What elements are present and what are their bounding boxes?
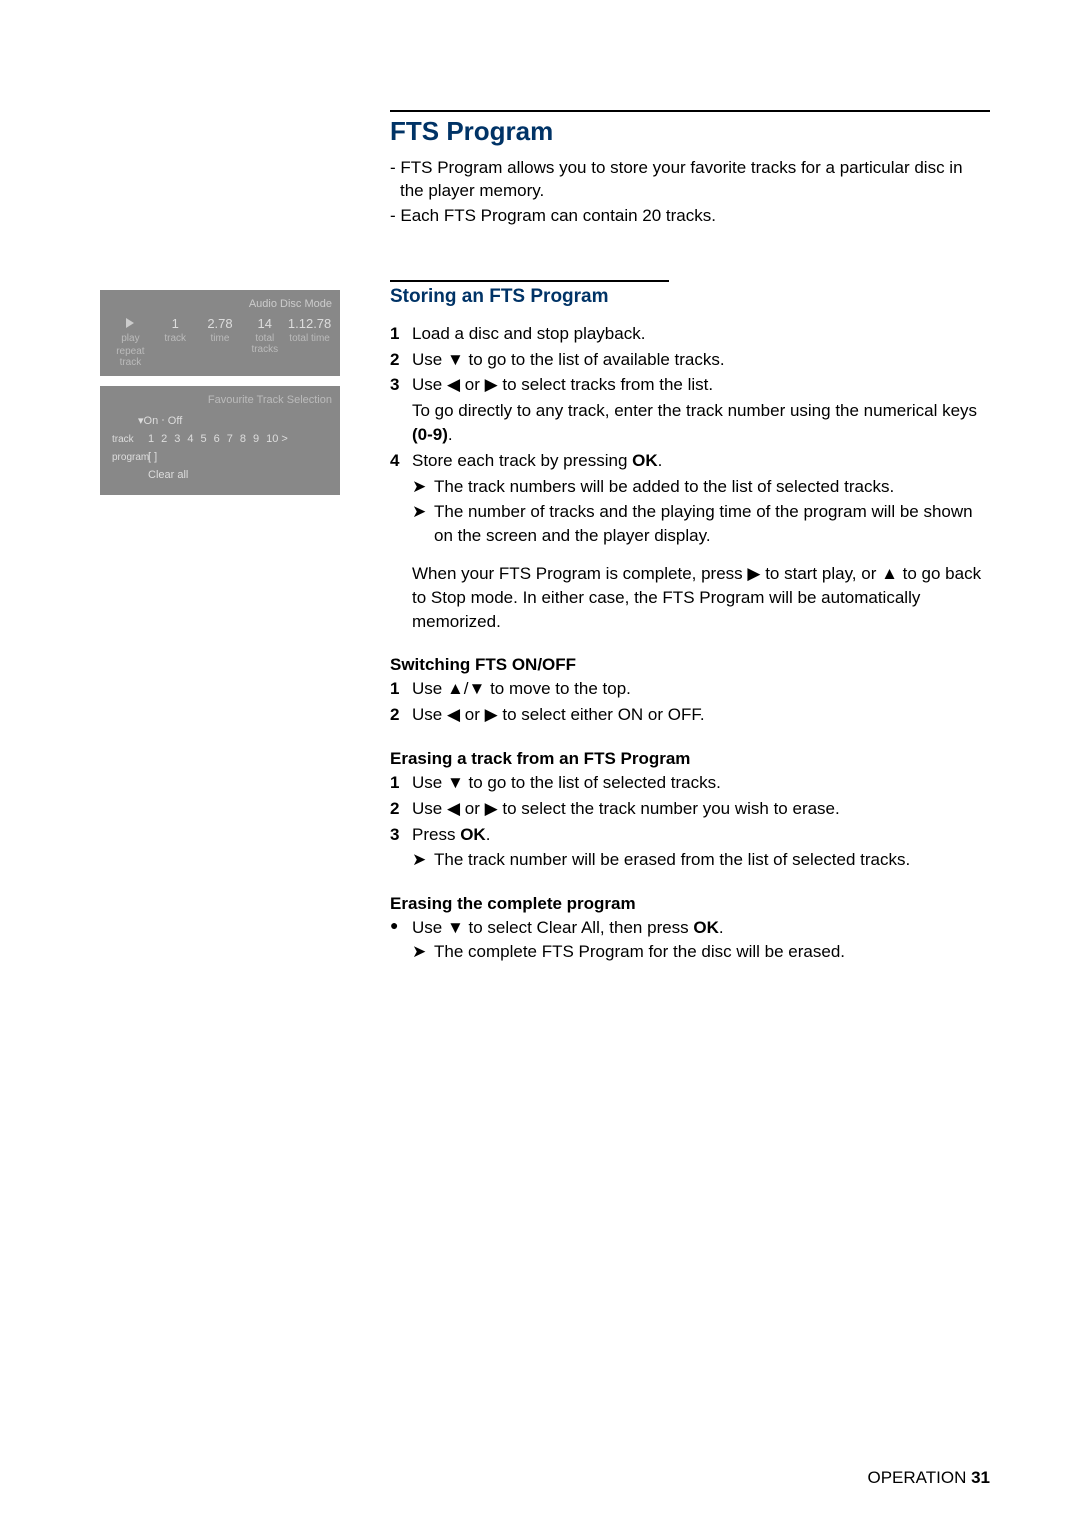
footer-label: OPERATION [867,1468,971,1487]
osd-cell: 1track [153,316,198,368]
intro-line: - FTS Program allows you to store your f… [390,157,990,203]
step-row: 1Load a disc and stop playback. [390,322,990,346]
storing-title: Storing an FTS Program [390,280,669,308]
page-footer: OPERATION 31 [867,1468,990,1488]
step-row: 2Use ◀ or ▶ to select either ON or OFF. [390,703,990,727]
osd-track-num: 6 [214,433,220,445]
result-line: ➤The track number will be erased from th… [390,848,990,872]
step-extra: To go directly to any track, enter the t… [390,399,990,447]
osd-top-title: Audio Disc Mode [108,298,332,310]
osd-bot-title: Favourite Track Selection [108,394,332,406]
osd-track-num: 4 [187,433,193,445]
switching-title: Switching FTS ON/OFF [390,655,990,675]
result-line: ➤The complete FTS Program for the disc w… [390,940,990,964]
storing-paragraph: When your FTS Program is complete, press… [390,562,990,633]
step-row: 1Use ▲/▼ to move to the top. [390,677,990,701]
erasing-all-title: Erasing the complete program [390,894,990,914]
osd-track-label: track [108,434,148,445]
osd-cell: 14total tracks [242,316,287,368]
osd-track-num: 10 > [266,433,288,445]
osd-track-num: 3 [174,433,180,445]
osd-track-num: 8 [240,433,246,445]
step-row: 2Use ◀ or ▶ to select the track number y… [390,797,990,821]
step-row: 2Use ▼ to go to the list of available tr… [390,348,990,372]
step-row: 3Use ◀ or ▶ to select tracks from the li… [390,373,990,397]
osd-toggle: ▾On ‧ Off [108,414,332,427]
osd-track-num: 5 [201,433,207,445]
osd-track-num: 9 [253,433,259,445]
osd-program-val: [ ] [148,451,157,463]
step-row: 1Use ▼ to go to the list of selected tra… [390,771,990,795]
section-title: FTS Program [390,110,990,147]
osd-figure: Audio Disc Mode playrepeat track1track2.… [100,290,340,495]
erasing-track-title: Erasing a track from an FTS Program [390,749,990,769]
step-row: 4Store each track by pressing OK. [390,449,990,473]
result-line: ➤The number of tracks and the playing ti… [390,500,990,548]
osd-cell: 2.78time [198,316,243,368]
osd-cell: playrepeat track [108,316,153,368]
intro-block: - FTS Program allows you to store your f… [390,157,990,228]
step-row: 3Press OK. [390,823,990,847]
osd-track-num: 2 [161,433,167,445]
osd-clear: Clear all [108,469,332,481]
osd-track-num: 7 [227,433,233,445]
osd-program-label: program [108,452,148,463]
osd-track-num: 1 [148,433,154,445]
bullet-row: ●Use ▼ to select Clear All, then press O… [390,916,990,940]
intro-line: - Each FTS Program can contain 20 tracks… [390,205,990,228]
footer-page: 31 [971,1468,990,1487]
result-line: ➤The track numbers will be added to the … [390,475,990,499]
osd-cell: 1.12.78total time [287,316,332,368]
